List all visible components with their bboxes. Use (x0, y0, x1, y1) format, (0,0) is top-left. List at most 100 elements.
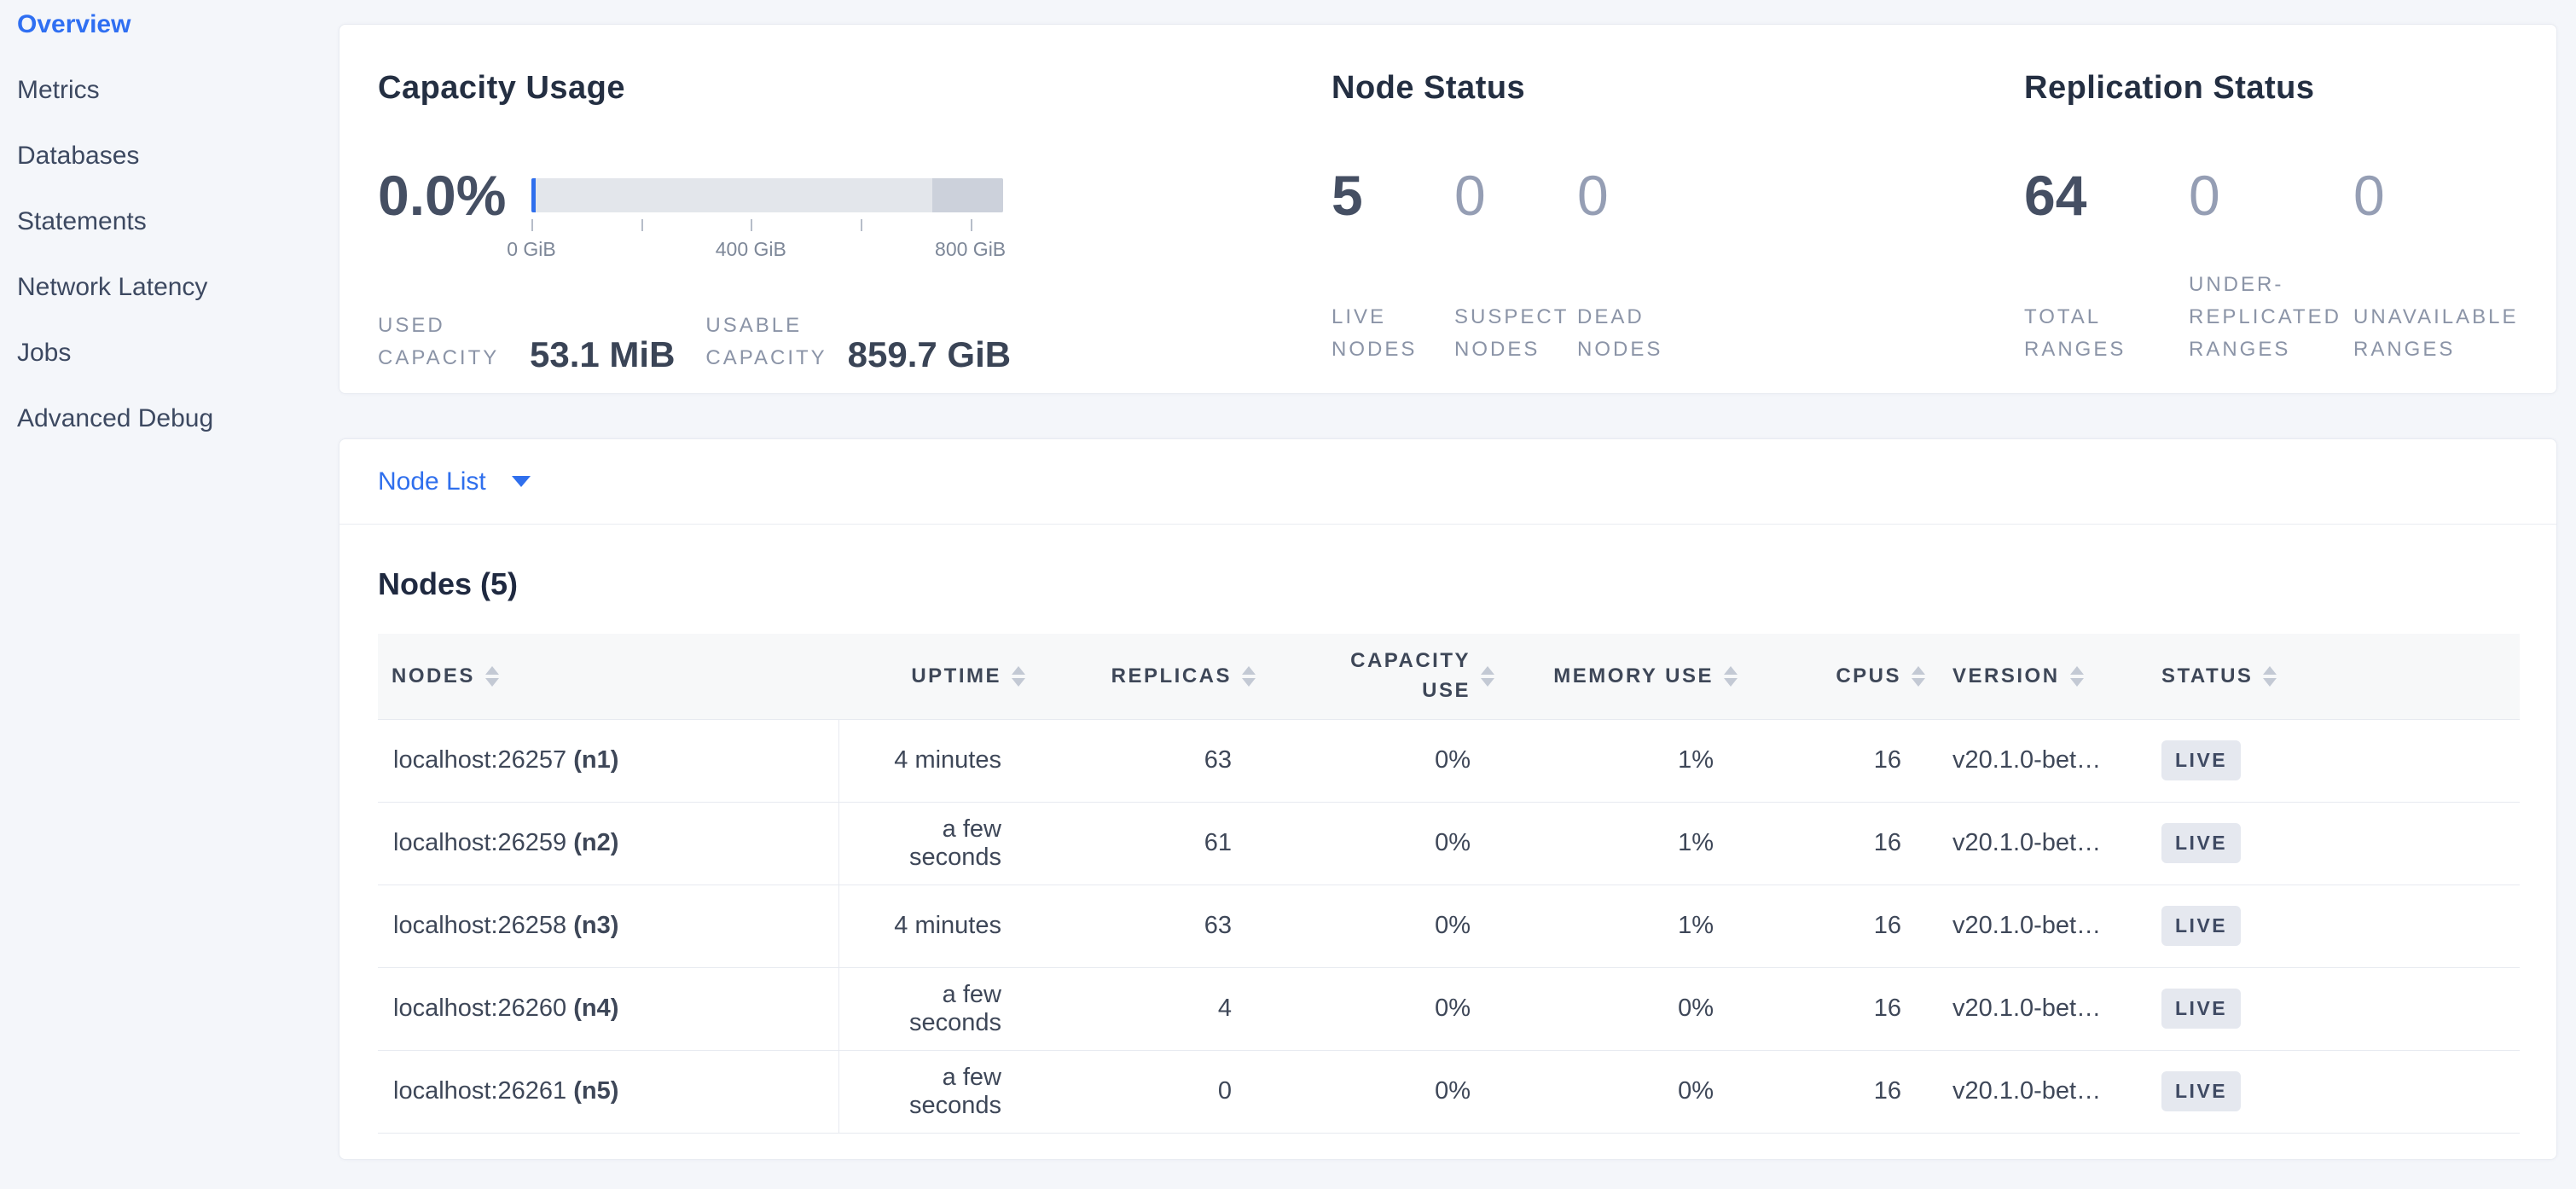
replication-status-section: Replication Status 64 TOTAL RANGES 0 UNDER- R… (2024, 69, 2518, 366)
column-header-inner: VERSION (1952, 664, 2134, 688)
cell-memory_use: 0% (1508, 1049, 1751, 1134)
sort-icon (1012, 665, 1025, 687)
axis-tick-label: 400 GiB (715, 238, 786, 260)
sidebar-nav: Overview Metrics Databases Statements Networ… (0, 0, 339, 451)
column-header-label: CAPACITY USE (1350, 648, 1471, 702)
sidebar-item-advanced-debug[interactable]: Advanced Debug (17, 403, 214, 432)
cell-capacity_use: 0% (1269, 884, 1508, 967)
cluster-summary-card: Capacity Usage 0.0% 0 GiB 400 GiB 800 GiB … (339, 24, 2557, 394)
stat-total-ranges-value: 64 (2024, 164, 2087, 227)
axis-tick (531, 219, 533, 231)
sidebar-item-overview[interactable]: Overview (17, 9, 131, 38)
stat-label-line: NODES (1577, 338, 1663, 361)
capacity-stats: USED CAPACITY 53.1 MiB USABLE CAPACITY 8… (378, 310, 1333, 374)
column-header-status[interactable]: STATUS (2148, 634, 2520, 719)
used-capacity-stat: USED CAPACITY 53.1 MiB (378, 310, 675, 374)
cell-memory_use: 1% (1508, 801, 1751, 884)
column-header-capacity_use[interactable]: CAPACITY USE (1269, 634, 1508, 719)
used-capacity-label-line1: USED (378, 314, 445, 337)
sort-icon (2069, 665, 2084, 687)
main-content: Capacity Usage 0.0% 0 GiB 400 GiB 800 GiB … (339, 0, 2557, 1160)
column-header-label: NODES (392, 664, 475, 687)
cell-capacity_use: 0% (1269, 801, 1508, 884)
sidebar-item-databases[interactable]: Databases (17, 141, 140, 170)
sidebar-item-jobs[interactable]: Jobs (17, 338, 72, 367)
axis-tick (860, 219, 862, 231)
stat-label-line: RANGES (2189, 338, 2291, 361)
nodes-table-head: NODES UPTIME REPLICAS CAPACITY USE MEMORY US… (378, 634, 2520, 719)
cell-cpus: 16 (1751, 884, 1939, 967)
stat-live-nodes: 5 LIVE NODES (1332, 161, 1454, 366)
stat-label-line: UNAVAILABLE (2353, 305, 2519, 328)
cell-memory_use: 1% (1508, 884, 1751, 967)
column-header-replicas[interactable]: REPLICAS (1039, 634, 1269, 719)
cell-version: v20.1.0-bet… (1939, 884, 2148, 967)
column-header-inner: NODES (392, 664, 825, 688)
column-header-label: STATUS (2161, 664, 2254, 687)
stat-under-replicated-ranges: 0 UNDER- REPLICATED RANGES (2189, 161, 2353, 366)
node-address: localhost:26259 (393, 829, 574, 856)
cell-replicas: 63 (1039, 884, 1269, 967)
column-header-nodes[interactable]: NODES (378, 634, 838, 719)
column-header-label: MEMORY USE (1553, 664, 1714, 687)
stat-under-replicated-ranges-label: UNDER- REPLICATED RANGES (2189, 269, 2353, 366)
stat-suspect-nodes-label: SUSPECT NODES (1454, 301, 1577, 366)
stat-unavailable-ranges-label: UNAVAILABLE RANGES (2353, 301, 2518, 366)
table-row-node-1[interactable]: localhost:26257 (n1) 4 minutes 63 0% 1% 16 v20… (378, 718, 2520, 802)
column-header-inner: REPLICAS (1053, 664, 1256, 688)
cell-cpus: 16 (1751, 801, 1939, 884)
cell-uptime: a few seconds (838, 966, 1039, 1050)
usable-capacity-label-line1: USABLE (705, 314, 803, 337)
used-capacity-label: USED CAPACITY (378, 310, 506, 374)
stat-unavailable-ranges-value: 0 (2353, 164, 2385, 227)
axis-tick-label: 0 GiB (507, 238, 556, 260)
axis-tick (641, 219, 643, 231)
sort-icon (1242, 665, 1256, 687)
cell-version: v20.1.0-bet… (1939, 1049, 2148, 1134)
nodes-table: NODES UPTIME REPLICAS CAPACITY USE MEMORY US… (378, 634, 2520, 1134)
cell-cpus: 16 (1751, 966, 1939, 1050)
stat-live-nodes-label: LIVE NODES (1332, 301, 1454, 366)
stat-dead-nodes-value: 0 (1577, 164, 1609, 227)
column-header-memory_use[interactable]: MEMORY USE (1508, 634, 1751, 719)
column-header-inner: CAPACITY USE (1283, 647, 1494, 706)
capacity-axis: 0 GiB 400 GiB 800 GiB (507, 219, 1006, 270)
sort-icon (1481, 665, 1494, 687)
cell-replicas: 61 (1039, 801, 1269, 884)
column-header-uptime[interactable]: UPTIME (838, 634, 1039, 719)
status-badge: LIVE (2161, 740, 2242, 780)
node-list-dropdown[interactable]: Node List (378, 467, 531, 496)
table-row-node-4[interactable]: localhost:26260 (n4) a few seconds 4 0% 0% 16… (378, 966, 2520, 1050)
cell-status: LIVE (2148, 801, 2520, 884)
sidebar-item-statements[interactable]: Statements (17, 206, 147, 235)
cell-nodes: localhost:26260 (n4) (378, 966, 839, 1050)
node-status-title: Node Status (1332, 70, 1526, 106)
table-row-node-5[interactable]: localhost:26261 (n5) a few seconds 0 0% 0% 16… (378, 1049, 2520, 1134)
column-header-version[interactable]: VERSION (1939, 634, 2148, 719)
table-row-node-3[interactable]: localhost:26258 (n3) 4 minutes 63 0% 1% 16 v20… (378, 884, 2520, 967)
node-id: (n2) (573, 829, 619, 856)
stat-label-line: REPLICATED (2189, 305, 2341, 328)
column-header-cpus[interactable]: CPUS (1751, 634, 1939, 719)
sidebar-item-network-latency[interactable]: Network Latency (17, 272, 208, 301)
usable-capacity-label: USABLE CAPACITY (705, 310, 827, 374)
axis-tick (970, 219, 972, 231)
sort-icon (1724, 665, 1738, 687)
capacity-usage-section: Capacity Usage 0.0% 0 GiB 400 GiB 800 GiB … (378, 69, 1333, 374)
cell-uptime: a few seconds (838, 801, 1039, 884)
usable-capacity-value: 859.7 GiB (847, 334, 1012, 375)
cell-replicas: 63 (1039, 718, 1269, 802)
stat-unavailable-ranges: 0 UNAVAILABLE RANGES (2353, 161, 2518, 366)
sidebar-item-metrics[interactable]: Metrics (17, 75, 100, 104)
stat-label-line: UNDER- (2189, 273, 2284, 296)
stat-suspect-nodes-value: 0 (1454, 164, 1486, 227)
stat-label-line: LIVE (1332, 305, 1387, 328)
stat-label-line: RANGES (2024, 338, 2126, 361)
stat-live-nodes-value: 5 (1332, 164, 1363, 227)
status-badge: LIVE (2161, 989, 2242, 1029)
cell-version: v20.1.0-bet… (1939, 966, 2148, 1050)
table-row-node-2[interactable]: localhost:26259 (n2) a few seconds 61 0% 1% 1… (378, 801, 2520, 884)
node-id: (n4) (573, 995, 619, 1022)
cell-replicas: 0 (1039, 1049, 1269, 1134)
column-header-label: VERSION (1952, 664, 2060, 687)
